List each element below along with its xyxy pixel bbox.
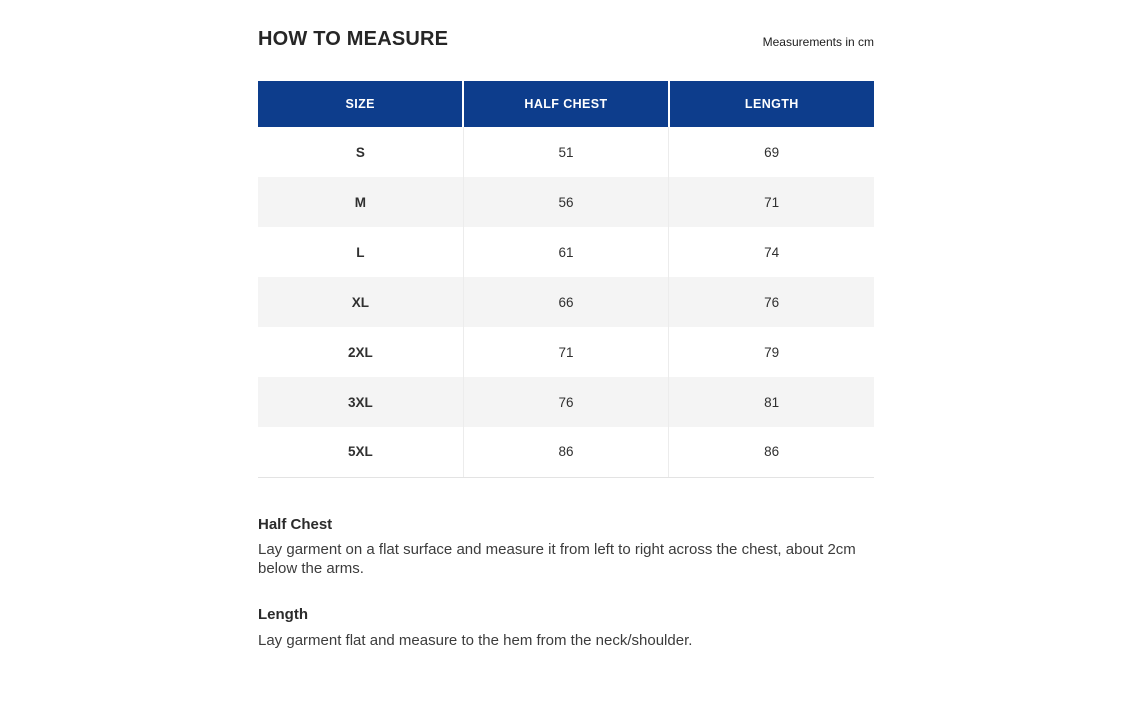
length-cell: 86 [668, 427, 874, 478]
length-cell: 71 [764, 194, 780, 210]
size-guide-panel: HOW TO MEASURE Measurements in cm SIZE H… [258, 28, 874, 650]
half-chest-cell: 76 [463, 377, 670, 427]
size-chart-table: SIZE HALF CHEST LENGTH S 51 69 M 56 71 L 61 74 XL… [258, 81, 874, 478]
page-title: HOW TO MEASURE [258, 28, 449, 50]
title-row: HOW TO MEASURE Measurements in cm [258, 28, 874, 51]
table-row: XL 66 76 [258, 277, 874, 327]
length-cell: 79 [764, 344, 780, 360]
half-chest-cell: 71 [463, 327, 670, 377]
note-section-length: Length Lay garment flat and measure to t… [258, 607, 874, 650]
column-header-size: SIZE [258, 81, 465, 127]
half-chest-cell: 51 [463, 127, 670, 177]
note-section-half-chest: Half Chest Lay garment on a flat surface… [258, 515, 874, 579]
size-chart-body: S 51 69 M 56 71 L 61 74 XL 66 76 2XL 71 79 3XL 76 81 5XL 86… [258, 127, 874, 478]
size-cell: 5XL [258, 427, 464, 478]
size-chart-header: SIZE HALF CHEST LENGTH [258, 81, 874, 127]
table-row: 5XL 86 86 [258, 427, 874, 478]
half-chest-cell: 86 [463, 427, 670, 478]
length-cell: 69 [764, 144, 780, 160]
size-cell: XL [258, 277, 464, 327]
table-row: 3XL 76 81 [258, 377, 874, 427]
size-cell: 3XL [258, 377, 464, 427]
measurement-notes: Half Chest Lay garment on a flat surface… [258, 515, 874, 650]
measurement-unit-note: Measurements in cm [762, 35, 874, 49]
note-body-half-chest: Lay garment on a flat surface and measur… [258, 541, 856, 578]
note-body-length: Lay garment flat and measure to the hem … [258, 631, 693, 649]
table-row: S 51 69 [258, 127, 874, 177]
header-row: SIZE HALF CHEST LENGTH [258, 81, 874, 127]
half-chest-cell: 66 [463, 277, 670, 327]
half-chest-cell: 56 [463, 177, 670, 227]
note-heading-half-chest: Half Chest [258, 515, 333, 533]
column-header-length: LENGTH [668, 81, 874, 127]
length-cell: 76 [764, 294, 780, 310]
half-chest-cell: 61 [463, 227, 670, 277]
length-cell: 74 [764, 244, 780, 260]
size-cell: M [258, 177, 464, 227]
length-cell: 81 [764, 394, 780, 410]
column-header-half-chest: HALF CHEST [463, 81, 670, 127]
table-row: L 61 74 [258, 227, 874, 277]
table-row: M 56 71 [258, 177, 874, 227]
size-cell: S [258, 127, 464, 177]
size-cell: 2XL [258, 327, 464, 377]
note-heading-length: Length [258, 606, 308, 624]
size-cell: L [258, 227, 464, 277]
table-row: 2XL 71 79 [258, 327, 874, 377]
